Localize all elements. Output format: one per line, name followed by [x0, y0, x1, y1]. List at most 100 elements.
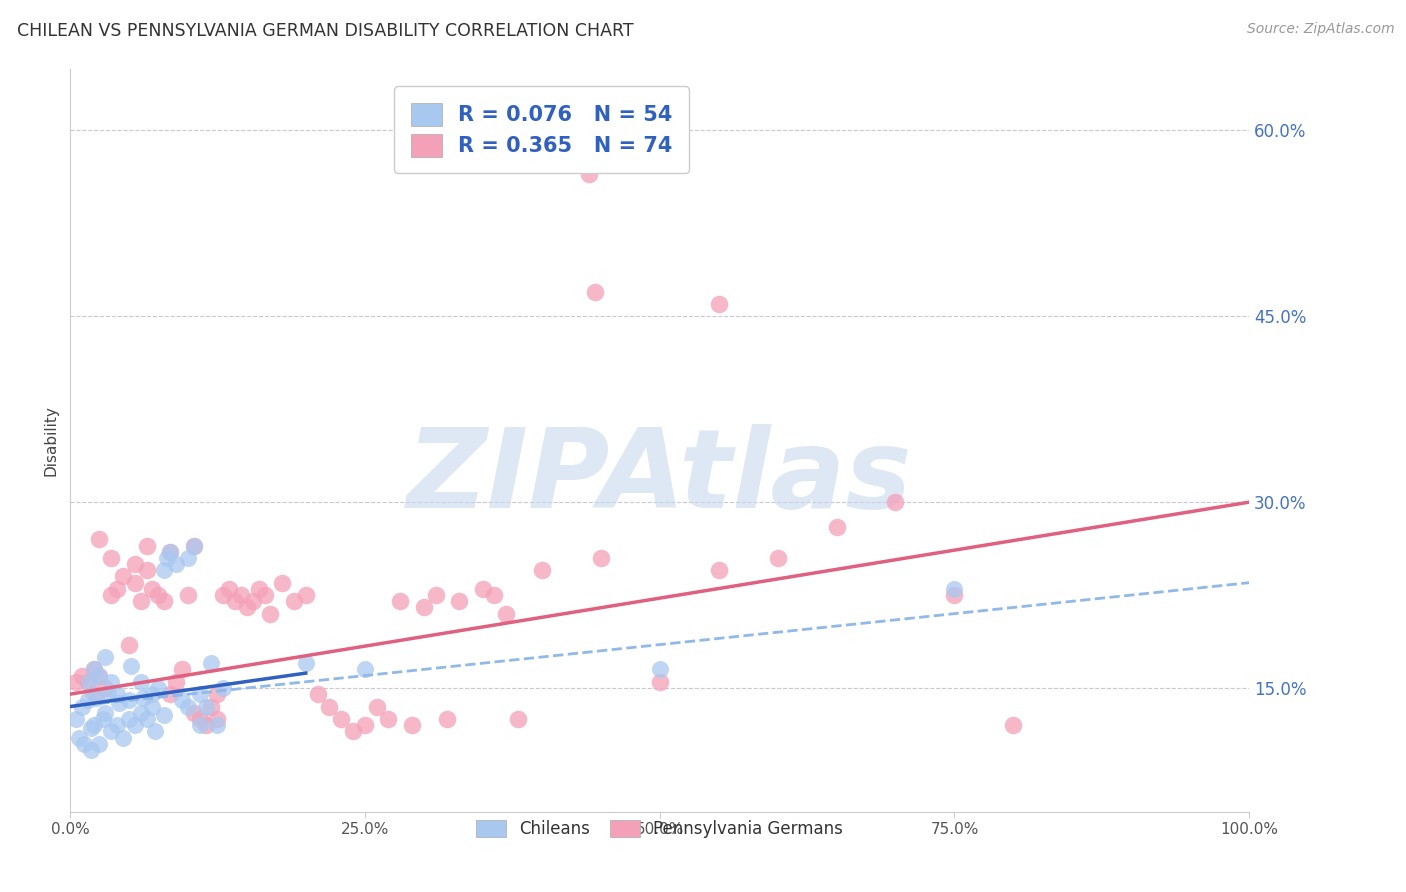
Point — [236, 600, 259, 615]
Point — [129, 594, 152, 608]
Point — [412, 600, 434, 615]
Point — [188, 712, 211, 726]
Point — [766, 550, 789, 565]
Point — [377, 712, 399, 726]
Point — [129, 706, 152, 720]
Point — [188, 718, 211, 732]
Point — [212, 588, 235, 602]
Point — [105, 687, 128, 701]
Point — [135, 539, 157, 553]
Point — [177, 550, 200, 565]
Point — [100, 550, 122, 565]
Point — [124, 575, 146, 590]
Point — [83, 662, 105, 676]
Point — [183, 539, 205, 553]
Point — [707, 563, 730, 577]
Point — [648, 674, 671, 689]
Point — [143, 724, 166, 739]
Point — [484, 588, 506, 602]
Point — [207, 687, 229, 701]
Point — [353, 662, 375, 676]
Point — [132, 690, 155, 705]
Point — [1002, 718, 1025, 732]
Point — [129, 674, 152, 689]
Point — [294, 588, 316, 602]
Point — [183, 706, 205, 720]
Point — [89, 668, 111, 682]
Point — [105, 718, 128, 732]
Point — [111, 731, 134, 745]
Point — [141, 582, 163, 596]
Point — [124, 718, 146, 732]
Point — [83, 718, 105, 732]
Point — [100, 588, 122, 602]
Point — [183, 539, 205, 553]
Point — [100, 674, 122, 689]
Point — [135, 563, 157, 577]
Point — [253, 588, 276, 602]
Point — [94, 681, 117, 695]
Point — [156, 550, 179, 565]
Point — [153, 708, 176, 723]
Point — [471, 582, 494, 596]
Point — [67, 731, 90, 745]
Point — [200, 699, 222, 714]
Text: ZIPAtlas: ZIPAtlas — [406, 424, 912, 531]
Point — [141, 699, 163, 714]
Point — [247, 582, 270, 596]
Point — [80, 721, 103, 735]
Point — [207, 718, 229, 732]
Point — [194, 718, 217, 732]
Point — [65, 674, 87, 689]
Point — [70, 699, 93, 714]
Point — [170, 693, 193, 707]
Point — [89, 533, 111, 547]
Point — [389, 594, 412, 608]
Legend: Chileans, Pennsylvania Germans: Chileans, Pennsylvania Germans — [470, 813, 851, 845]
Point — [943, 582, 966, 596]
Point — [218, 582, 240, 596]
Point — [118, 638, 141, 652]
Point — [436, 712, 458, 726]
Point — [583, 285, 606, 299]
Point — [506, 712, 529, 726]
Point — [141, 687, 163, 701]
Point — [578, 167, 600, 181]
Point — [89, 737, 111, 751]
Point — [342, 724, 364, 739]
Point — [283, 594, 305, 608]
Point — [318, 699, 340, 714]
Point — [148, 588, 170, 602]
Point — [242, 594, 264, 608]
Point — [89, 668, 111, 682]
Point — [97, 687, 120, 701]
Point — [105, 582, 128, 596]
Point — [124, 557, 146, 571]
Text: CHILEAN VS PENNSYLVANIA GERMAN DISABILITY CORRELATION CHART: CHILEAN VS PENNSYLVANIA GERMAN DISABILIT… — [17, 22, 634, 40]
Point — [259, 607, 281, 621]
Point — [118, 693, 141, 707]
Point — [76, 674, 98, 689]
Point — [200, 657, 222, 671]
Point — [76, 693, 98, 707]
Point — [177, 699, 200, 714]
Point — [77, 674, 100, 689]
Point — [188, 687, 211, 701]
Point — [94, 706, 117, 720]
Point — [94, 650, 117, 665]
Point — [153, 594, 176, 608]
Point — [495, 607, 517, 621]
Point — [148, 681, 170, 695]
Point — [401, 718, 423, 732]
Point — [118, 712, 141, 726]
Point — [177, 588, 200, 602]
Point — [943, 588, 966, 602]
Point — [194, 699, 217, 714]
Point — [229, 588, 252, 602]
Point — [207, 712, 229, 726]
Text: Source: ZipAtlas.com: Source: ZipAtlas.com — [1247, 22, 1395, 37]
Point — [212, 681, 235, 695]
Point — [353, 718, 375, 732]
Point — [84, 690, 107, 705]
Point — [224, 594, 246, 608]
